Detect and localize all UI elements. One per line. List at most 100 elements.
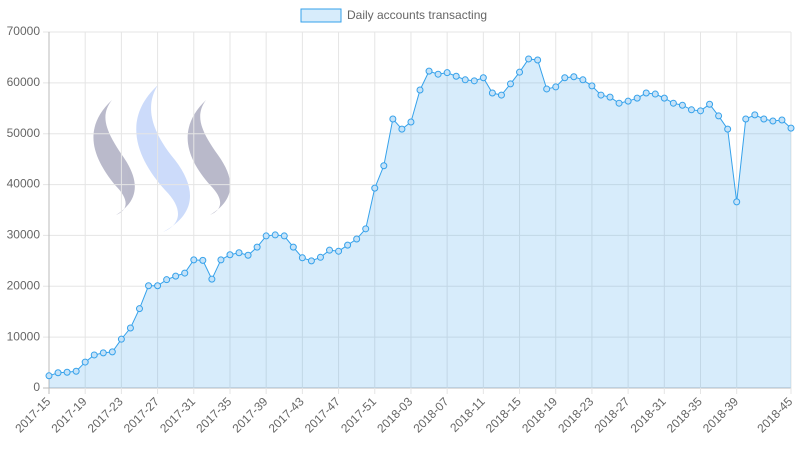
x-tick-label: 2017-19 [49, 394, 90, 435]
point [642, 89, 650, 97]
point [90, 351, 98, 359]
point [326, 246, 334, 254]
point [262, 232, 270, 240]
point [407, 118, 415, 126]
watermark-logo [93, 85, 231, 232]
x-tick-label: 2018-45 [754, 394, 795, 435]
x-tick-label: 2017-27 [121, 394, 162, 435]
point [253, 243, 261, 251]
y-tick-label: 0 [33, 380, 40, 394]
point [190, 256, 198, 264]
x-tick-label: 2018-39 [700, 394, 741, 435]
point [651, 90, 659, 98]
point [470, 77, 478, 85]
logo-stroke [93, 100, 135, 215]
area [49, 58, 791, 388]
legend-swatch [300, 8, 342, 23]
point [687, 106, 695, 114]
y-tick-label: 70000 [7, 24, 41, 38]
x-tick-label: 2017-39 [229, 394, 270, 435]
point [371, 184, 379, 192]
point [606, 93, 614, 101]
point [335, 247, 343, 255]
point [226, 251, 234, 259]
point [697, 107, 705, 115]
y-tick-label: 10000 [7, 329, 41, 343]
x-tick-label: 2017-31 [157, 394, 198, 435]
point [398, 125, 406, 133]
point [425, 67, 433, 75]
point [751, 111, 759, 119]
point [624, 97, 632, 105]
logo-stroke [136, 85, 191, 232]
y-tick-label: 50000 [7, 126, 41, 140]
point [561, 74, 569, 82]
point [235, 249, 243, 257]
point [506, 80, 514, 88]
point [778, 116, 786, 124]
point [516, 68, 524, 76]
legend-label: Daily accounts transacting [347, 8, 487, 22]
point [615, 99, 623, 107]
point [389, 115, 397, 123]
point [108, 348, 116, 356]
point [660, 94, 668, 102]
point [154, 282, 162, 290]
point [380, 162, 388, 170]
y-tick-label: 60000 [7, 75, 41, 89]
point [298, 254, 306, 262]
x-tick-label: 2017-23 [85, 394, 126, 435]
point [488, 89, 496, 97]
point [81, 358, 89, 366]
x-tick-label: 2018-31 [628, 394, 669, 435]
point [199, 256, 207, 264]
x-tick-label: 2018-19 [519, 394, 560, 435]
point [543, 85, 551, 93]
x-tick-label: 2017-51 [338, 394, 379, 435]
point [316, 253, 324, 261]
point [633, 94, 641, 102]
point [479, 74, 487, 82]
x-tick-label: 2018-35 [664, 394, 705, 435]
point [72, 367, 80, 375]
grid [43, 31, 792, 394]
x-tick-label: 2017-35 [193, 394, 234, 435]
logo-stroke [187, 100, 231, 215]
x-tick-label: 2018-23 [555, 394, 596, 435]
y-tick-label: 40000 [7, 177, 41, 191]
point [669, 99, 677, 107]
x-tick-label: 2017-15 [12, 394, 53, 435]
point [63, 368, 71, 376]
x-tick-label: 2018-07 [410, 394, 451, 435]
point [244, 251, 252, 259]
point [552, 83, 560, 91]
y-tick-label: 20000 [7, 278, 41, 292]
point [54, 369, 62, 377]
point [434, 70, 442, 78]
point [126, 324, 134, 332]
point [135, 305, 143, 313]
point [353, 235, 361, 243]
point [787, 124, 795, 132]
point [271, 231, 279, 239]
point [163, 276, 171, 284]
point [769, 117, 777, 125]
point [208, 275, 216, 283]
point [461, 76, 469, 84]
point [724, 125, 732, 133]
point [579, 76, 587, 84]
point [534, 56, 542, 64]
point [715, 112, 723, 120]
point [597, 91, 605, 99]
x-tick-label: 2018-15 [483, 394, 524, 435]
x-tick-label: 2018-27 [591, 394, 632, 435]
point [145, 282, 153, 290]
point [307, 257, 315, 265]
point [706, 100, 714, 108]
point [678, 101, 686, 109]
point [416, 86, 424, 94]
point [117, 335, 125, 343]
point [181, 269, 189, 277]
point [733, 198, 741, 206]
x-tick-label: 2018-03 [374, 394, 415, 435]
